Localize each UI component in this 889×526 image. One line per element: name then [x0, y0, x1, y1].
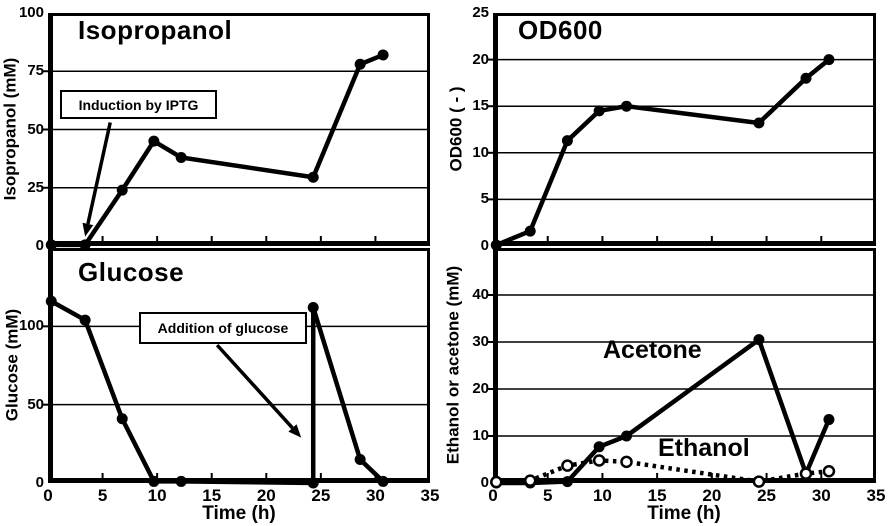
x-tick-label: 25	[757, 486, 777, 505]
x-tick-label: 20	[702, 486, 722, 505]
iptg-induction-annotation: Induction by IPTG	[60, 90, 217, 119]
x-tick-label: 5	[97, 486, 108, 505]
y-tick-label: 20	[472, 380, 489, 397]
y-tick-label: 30	[472, 333, 489, 350]
isopropanol-plot	[43, 13, 430, 251]
x-tick-label: 15	[202, 486, 222, 505]
y-tick-label: 5	[480, 190, 489, 208]
y-tick-label: 40	[472, 286, 489, 303]
isopropanol-panel-title: Isopropanol	[78, 15, 233, 45]
x-tick-label: 30	[365, 486, 385, 505]
glucose-x-axis-label: Time (h)	[202, 503, 276, 524]
y-tick-label: 0	[480, 474, 489, 491]
x-tick-label: 25	[311, 486, 331, 505]
x-tick-label: 5	[542, 486, 553, 505]
y-tick-label: 10	[472, 427, 489, 444]
y-tick-label: 50	[27, 120, 44, 138]
x-tick-label: 15	[647, 486, 667, 505]
x-tick-label: 0	[43, 486, 53, 505]
ethanol-acetone-plot	[488, 248, 876, 489]
x-tick-label: 20	[256, 486, 276, 505]
ethanol-acetone-x-axis-label: Time (h)	[647, 503, 721, 524]
y-tick-label: 100	[18, 317, 44, 335]
y-tick-label: 25	[472, 4, 489, 21]
x-tick-label: 30	[811, 486, 831, 505]
acetone-series-label: Acetone	[603, 336, 702, 364]
glucose-addition-annotation: Addition of glucose	[139, 312, 307, 344]
x-tick-label: 10	[592, 486, 612, 505]
y-tick-label: 75	[27, 62, 44, 80]
y-tick-label: 25	[27, 178, 44, 196]
glucose-y-axis-label: Glucose (mM)	[2, 308, 22, 422]
x-tick-label: 0	[488, 486, 498, 505]
y-tick-label: 10	[472, 143, 489, 161]
y-tick-label: 0	[480, 237, 489, 254]
y-tick-label: 100	[18, 4, 44, 21]
y-tick-label: 50	[27, 395, 44, 413]
od600-y-axis-label: OD600 ( - )	[446, 86, 466, 172]
x-tick-label: 10	[147, 486, 167, 505]
y-tick-label: 0	[35, 474, 44, 491]
ethanol-series-label: Ethanol	[658, 434, 750, 462]
y-tick-label: 0	[35, 237, 44, 254]
x-tick-label: 35	[866, 486, 886, 505]
glucose-panel-title: Glucose	[78, 257, 185, 287]
glucose-plot	[43, 248, 430, 489]
od600-plot	[488, 13, 876, 251]
ethanol-acetone-y-axis-label: Ethanol or acetone (mM)	[443, 265, 463, 465]
od600-panel-title: OD600	[518, 15, 603, 45]
x-tick-label: 35	[420, 486, 440, 505]
y-tick-label: 20	[472, 50, 489, 68]
y-tick-label: 15	[472, 97, 489, 115]
